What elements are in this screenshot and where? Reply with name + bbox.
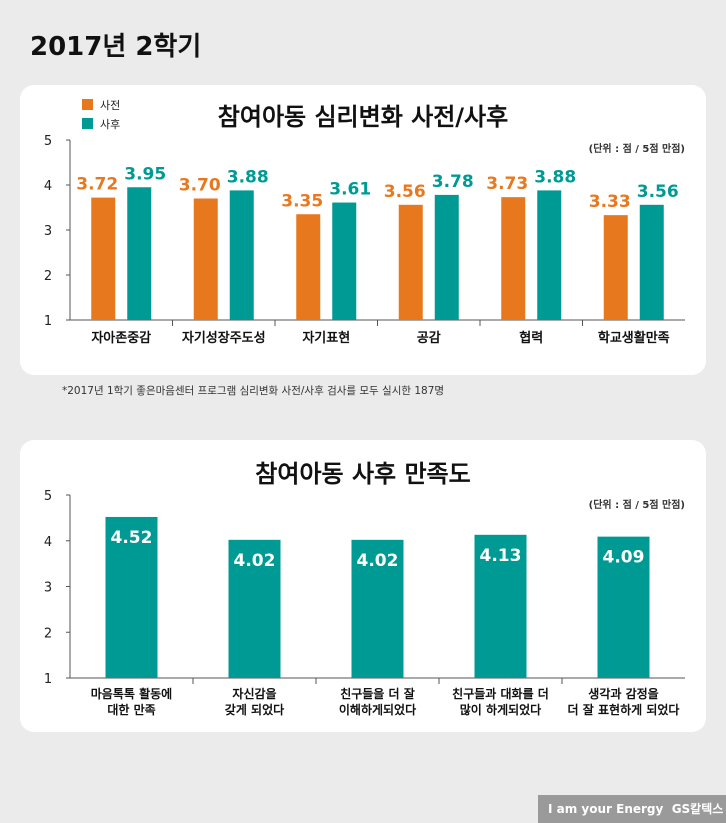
chart-title: 참여아동 심리변화 사전/사후 xyxy=(218,103,508,131)
bar-value xyxy=(228,539,281,678)
y-tick-label: 5 xyxy=(44,489,52,504)
bar-pre xyxy=(91,197,116,320)
y-tick-label: 3 xyxy=(44,224,52,239)
data-label: 3.56 xyxy=(384,182,426,202)
chart-psych-change: 참여아동 심리변화 사전/사후 (단위 : 점 / 5점 만점) 1 2 3 4 5 자아존중… xyxy=(44,99,685,346)
bar-pre xyxy=(501,197,526,320)
data-label: 4.52 xyxy=(111,528,153,548)
x-tick-label: 자아존중감 xyxy=(91,330,151,346)
data-label: 4.02 xyxy=(357,551,399,571)
legend-label: 사후 xyxy=(100,118,120,131)
bar-value xyxy=(351,539,404,678)
bar-post xyxy=(229,190,254,320)
x-tick-label: 학교생활만족 xyxy=(598,330,670,346)
gs-caltex-logo: I am your Energy GS칼텍스 xyxy=(538,795,726,823)
data-label: 3.88 xyxy=(227,167,269,187)
x-tick-label: 많이 하게되었다 xyxy=(460,702,541,717)
data-label: 3.35 xyxy=(281,191,323,211)
x-tick-label: 대한 만족 xyxy=(107,702,155,717)
x-tick-label: 생각과 감정을 xyxy=(588,686,658,701)
x-tick-label: 이해하게되었다 xyxy=(339,702,416,717)
y-tick-label: 2 xyxy=(44,626,52,641)
data-label: 3.33 xyxy=(589,192,631,212)
bar-post xyxy=(639,204,664,320)
data-label: 3.73 xyxy=(486,174,528,194)
x-tick-label: 자신감을 xyxy=(232,686,276,701)
y-tick-label: 4 xyxy=(44,179,52,194)
bar-pre xyxy=(193,198,218,320)
data-label: 3.70 xyxy=(179,176,221,196)
bar-value xyxy=(597,536,650,678)
bar-pre xyxy=(398,204,423,320)
y-tick-label: 4 xyxy=(44,535,52,550)
bar-post xyxy=(127,187,152,320)
data-label: 3.72 xyxy=(76,175,118,195)
unit-note: (단위 : 점 / 5점 만점) xyxy=(589,142,685,155)
x-tick-label: 친구들과 대화를 더 xyxy=(452,686,549,701)
data-label: 3.95 xyxy=(124,164,166,184)
x-tick-label: 자기표현 xyxy=(302,330,350,346)
bar-value xyxy=(474,534,527,678)
chart-title: 참여아동 사후 만족도 xyxy=(255,460,470,488)
data-label: 3.78 xyxy=(432,172,474,192)
data-label: 4.09 xyxy=(603,548,645,568)
y-tick-label: 3 xyxy=(44,581,52,596)
chart-card-satisfaction: 참여아동 사후 만족도 (단위 : 점 / 5점 만점) 1 2 3 4 5 마음톡톡 활동에… xyxy=(20,440,706,732)
bar-pre xyxy=(603,215,628,320)
data-label: 4.13 xyxy=(480,546,522,566)
y-tick-label: 1 xyxy=(44,672,52,687)
data-label: 3.56 xyxy=(637,182,679,202)
data-label: 3.88 xyxy=(534,167,576,187)
bar-post xyxy=(332,202,357,320)
x-tick-label: 자기성장주도성 xyxy=(182,330,266,346)
bar-post xyxy=(434,194,459,320)
unit-note: (단위 : 점 / 5점 만점) xyxy=(589,498,685,511)
x-tick-label: 공감 xyxy=(417,331,441,346)
legend-swatch xyxy=(82,99,93,110)
bar-pre xyxy=(296,214,321,320)
x-tick-label: 마음톡톡 활동에 xyxy=(91,686,172,701)
y-tick-label: 1 xyxy=(44,314,52,329)
data-label: 3.61 xyxy=(329,180,371,200)
x-tick-label: 더 잘 표현하게 되었다 xyxy=(568,702,680,717)
legend-swatch xyxy=(82,118,93,129)
legend-label: 사전 xyxy=(100,99,120,112)
y-tick-label: 5 xyxy=(44,134,52,149)
page-title: 2017년 2학기 xyxy=(30,32,202,62)
data-label: 4.02 xyxy=(234,551,276,571)
bar-value xyxy=(105,516,158,678)
x-tick-label: 친구들을 더 잘 xyxy=(340,686,415,701)
chart-card-psych-change: 참여아동 심리변화 사전/사후 (단위 : 점 / 5점 만점) 1 2 3 4 5 자아존중… xyxy=(20,85,706,375)
footnote: *2017년 1학기 좋은마음센터 프로그램 심리변화 사전/사후 검사를 모두… xyxy=(62,385,445,397)
chart-satisfaction: 참여아동 사후 만족도 (단위 : 점 / 5점 만점) 1 2 3 4 5 마음톡톡 활동에… xyxy=(44,460,685,717)
bar-post xyxy=(537,190,562,320)
y-tick-label: 2 xyxy=(44,269,52,284)
x-tick-label: 협력 xyxy=(519,330,543,346)
x-tick-label: 갖게 되었다 xyxy=(225,702,284,717)
